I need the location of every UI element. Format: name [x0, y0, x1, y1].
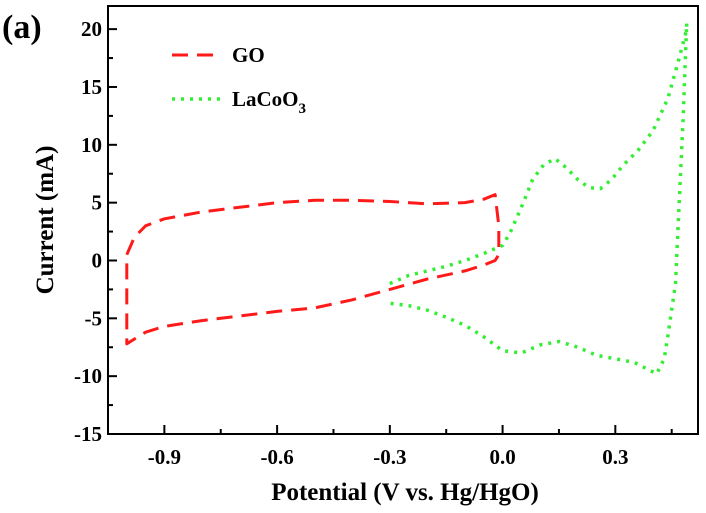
- y-tick-label: 15: [81, 75, 102, 99]
- series-line-go: [125, 193, 501, 346]
- y-tick-label: -15: [74, 422, 102, 446]
- panel-label: (a): [2, 9, 42, 46]
- x-tick-label: 0.0: [489, 445, 515, 469]
- y-axis: -15 -10 -5 0 5 10 15 20: [74, 17, 117, 446]
- x-tick-label: -0.9: [148, 445, 181, 469]
- legend-label-lacoo3-subscript: 3: [299, 101, 307, 117]
- legend-label-go: GO: [232, 43, 265, 67]
- legend-label-lacoo3: LaCoO3: [232, 87, 306, 117]
- y-axis-title: Current (mA): [32, 146, 59, 295]
- y-tick-label: 0: [92, 248, 103, 272]
- curves-layer: [125, 21, 689, 376]
- x-tick-label: -0.3: [373, 445, 406, 469]
- plot-frame: [107, 5, 699, 435]
- x-tick-label: 0.3: [602, 445, 628, 469]
- legend: GO LaCoO3: [172, 43, 306, 117]
- x-axis-title: Potential (V vs. Hg/HgO): [271, 479, 539, 506]
- y-tick-label: 10: [81, 133, 102, 157]
- y-tick-label: 5: [92, 191, 103, 215]
- y-tick-label: 20: [81, 17, 102, 41]
- y-tick-label: -5: [85, 306, 103, 330]
- x-tick-label: -0.6: [260, 445, 293, 469]
- y-tick-label: -10: [74, 364, 102, 388]
- series-line-lacoo3: [389, 21, 689, 376]
- x-axis: -0.9 -0.6 -0.3 0.0 0.3: [107, 425, 673, 469]
- legend-label-lacoo3-base: LaCoO: [232, 87, 299, 111]
